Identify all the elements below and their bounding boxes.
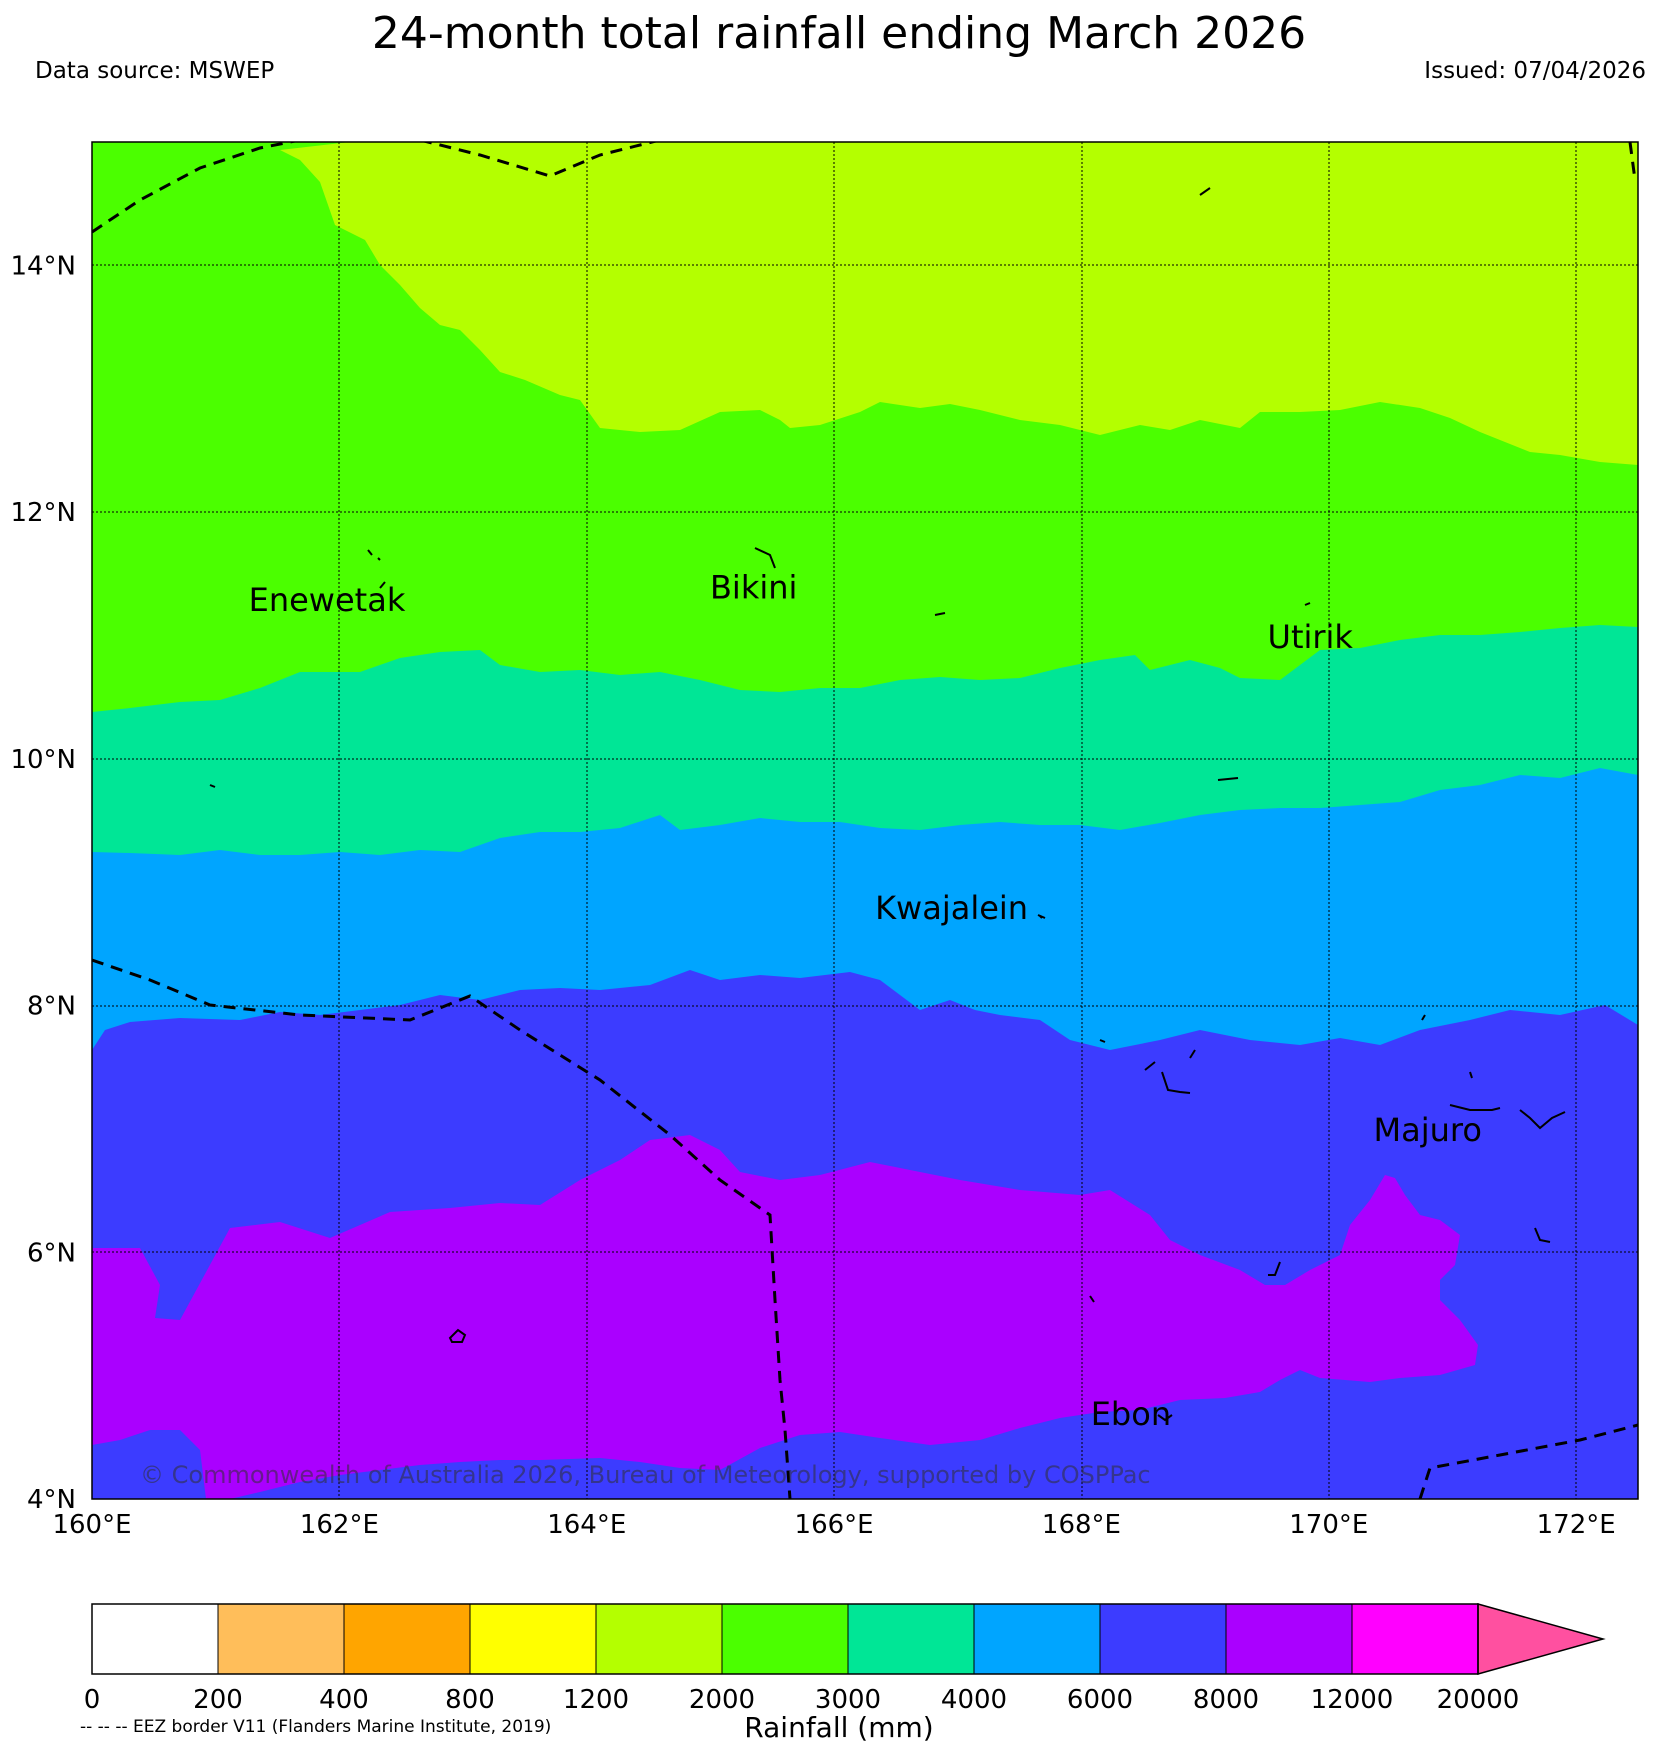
- colorbar-extend-arrow: [1477, 1603, 1606, 1675]
- lon-tick-label: 166°E: [795, 1510, 874, 1540]
- place-label: Kwajalein: [875, 889, 1028, 927]
- colorbar-segment: [469, 1603, 597, 1675]
- lon-tick-label: 170°E: [1289, 1510, 1368, 1540]
- atoll-outlines: [209, 187, 1566, 1422]
- colorbar-tick: 8000: [1193, 1685, 1259, 1715]
- colorbar-segment: [847, 1603, 975, 1675]
- colorbar-segment: [91, 1603, 219, 1675]
- gridlines: [92, 142, 1638, 1499]
- lat-tick-label: 10°N: [10, 745, 76, 775]
- colorbar-segment: [595, 1603, 723, 1675]
- colorbar-tick: 200: [193, 1685, 243, 1715]
- colorbar-tick: 6000: [1067, 1685, 1133, 1715]
- colorbar-tick: 1200: [563, 1685, 629, 1715]
- eez-borders: [92, 142, 1638, 1499]
- place-label: Enewetak: [249, 581, 406, 619]
- colorbar-segment: [1099, 1603, 1227, 1675]
- colorbar-tick: 2000: [689, 1685, 755, 1715]
- place-label: Majuro: [1374, 1111, 1482, 1149]
- colorbar-tick: 400: [319, 1685, 369, 1715]
- rainfall-bands: [92, 142, 1638, 1499]
- colorbar-segment: [973, 1603, 1101, 1675]
- lon-tick-label: 172°E: [1537, 1510, 1616, 1540]
- colorbar-segment: [1225, 1603, 1353, 1675]
- lat-tick-label: 4°N: [27, 1485, 76, 1515]
- band-1200-2000: [280, 142, 1638, 465]
- place-labels: Enewetak Bikini Utirik Kwajalein Majuro Ebon: [249, 568, 1482, 1433]
- colorbar-segment: [217, 1603, 345, 1675]
- data-source: Data source: MSWEP: [35, 58, 275, 84]
- eez-note: -- -- -- EEZ border V11 (Flanders Marine…: [80, 1717, 552, 1737]
- place-label: Bikini: [710, 568, 797, 606]
- colorbar-tick: 0: [84, 1685, 101, 1715]
- copyright-notice: © Commonwealth of Australia 2026, Bureau…: [140, 1461, 1151, 1489]
- lon-tick-label: 160°E: [52, 1510, 131, 1540]
- colorbar-frame: [91, 1603, 1479, 1675]
- lon-tick-label: 164°E: [547, 1510, 626, 1540]
- band-8000-12000: [92, 1135, 1478, 1499]
- colorbar-tick: 800: [445, 1685, 495, 1715]
- longitude-labels: 160°E 162°E 164°E 166°E 168°E 170°E 172°E: [52, 1510, 1615, 1540]
- lat-tick-label: 6°N: [27, 1238, 76, 1268]
- colorbar-tick-labels: 0 200 400 800 1200 2000 3000 4000 6000 8000 12000 2…: [84, 1685, 1520, 1715]
- latitude-labels: 4°N 6°N 8°N 10°N 12°N 14°N: [10, 251, 76, 1515]
- colorbar-tick: 12000: [1311, 1685, 1394, 1715]
- colorbar-tick: 4000: [941, 1685, 1007, 1715]
- colorbar: [91, 1603, 1606, 1675]
- lat-tick-label: 8°N: [27, 992, 76, 1022]
- colorbar-segment: [1351, 1603, 1479, 1675]
- lat-tick-label: 14°N: [10, 251, 76, 281]
- map-frame: [91, 141, 1639, 1500]
- place-label: Utirik: [1268, 618, 1354, 656]
- colorbar-title: Rainfall (mm): [744, 1711, 934, 1744]
- lon-tick-label: 168°E: [1042, 1510, 1121, 1540]
- place-label: Ebon: [1091, 1395, 1171, 1433]
- colorbar-segment: [721, 1603, 849, 1675]
- map-title: 24-month total rainfall ending March 202…: [371, 8, 1307, 59]
- colorbar-tick: 3000: [815, 1685, 881, 1715]
- colorbar-tick: 20000: [1437, 1685, 1520, 1715]
- issued-date: Issued: 07/04/2026: [1424, 58, 1646, 84]
- lon-tick-label: 162°E: [300, 1510, 379, 1540]
- lat-tick-label: 12°N: [10, 498, 76, 528]
- colorbar-segment: [343, 1603, 471, 1675]
